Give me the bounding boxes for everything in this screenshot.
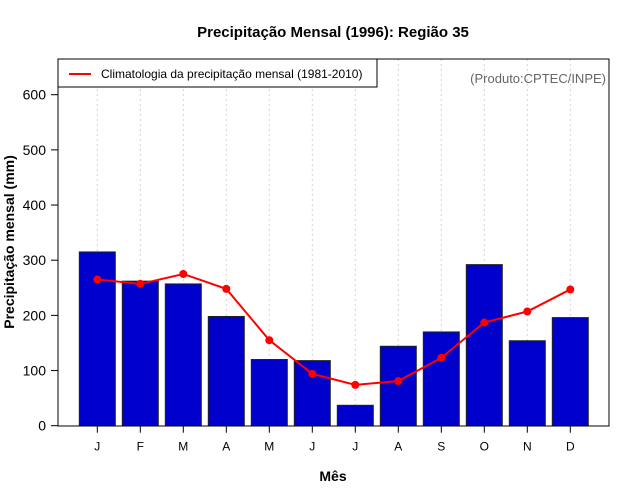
bar-4	[250, 359, 288, 427]
x-tick-label: A	[394, 440, 402, 454]
climatology-point-6	[351, 380, 360, 389]
climatology-line-group	[93, 269, 575, 389]
bar-10	[508, 340, 546, 427]
bars-group	[78, 251, 589, 427]
climatology-point-3	[222, 284, 231, 293]
climatology-point-0	[93, 275, 102, 284]
x-tick-label: J	[309, 440, 315, 454]
y-tick-label: 600	[23, 87, 47, 103]
y-axis-label: Precipitação mensal (mm)	[1, 155, 17, 329]
x-axis-label: Mês	[319, 468, 346, 484]
x-tick-label: S	[437, 440, 445, 454]
y-tick-label: 0	[38, 418, 46, 434]
climatology-point-11	[566, 285, 575, 294]
y-tick-label: 400	[23, 197, 47, 213]
legend-box	[57, 58, 378, 88]
x-tick-label: D	[566, 440, 575, 454]
x-tick-label: M	[178, 440, 188, 454]
bar-11	[551, 317, 589, 427]
climatology-point-10	[523, 307, 532, 316]
y-tick-label: 500	[23, 142, 47, 158]
climatology-point-4	[265, 336, 274, 345]
x-tick-label: A	[222, 440, 230, 454]
bar-7	[379, 345, 417, 427]
bar-1	[121, 280, 159, 427]
climatology-point-1	[136, 279, 145, 288]
credit-annotation: (Produto:CPTEC/INPE)	[470, 71, 606, 86]
x-tick-label: F	[137, 440, 144, 454]
climatology-point-9	[480, 318, 489, 327]
bar-6	[336, 404, 374, 427]
legend-label: Climatologia da precipitação mensal (198…	[101, 67, 362, 81]
climatology-line	[97, 272, 571, 386]
climatology-point-8	[437, 353, 446, 362]
x-tick-label: M	[264, 440, 274, 454]
y-tick-label: 200	[23, 307, 47, 323]
x-tick-label: O	[480, 440, 489, 454]
climatology-point-2	[179, 269, 188, 278]
y-tick-label: 100	[23, 363, 47, 379]
x-tick-label: N	[523, 440, 532, 454]
chart-title: Precipitação Mensal (1996): Região 35	[197, 24, 469, 41]
climatology-point-7	[394, 377, 403, 386]
climatology-point-5	[308, 369, 317, 378]
x-tick-label: J	[352, 440, 358, 454]
bar-9	[465, 264, 503, 427]
bar-2	[164, 283, 202, 427]
bar-3	[207, 315, 245, 427]
legend: Climatologia da precipitação mensal (198…	[57, 58, 378, 88]
x-tick-label: J	[94, 440, 100, 454]
y-axis: 0 100 200 300 400 500 600	[23, 87, 59, 434]
y-tick-label: 300	[23, 252, 47, 268]
bar-8	[422, 331, 460, 427]
